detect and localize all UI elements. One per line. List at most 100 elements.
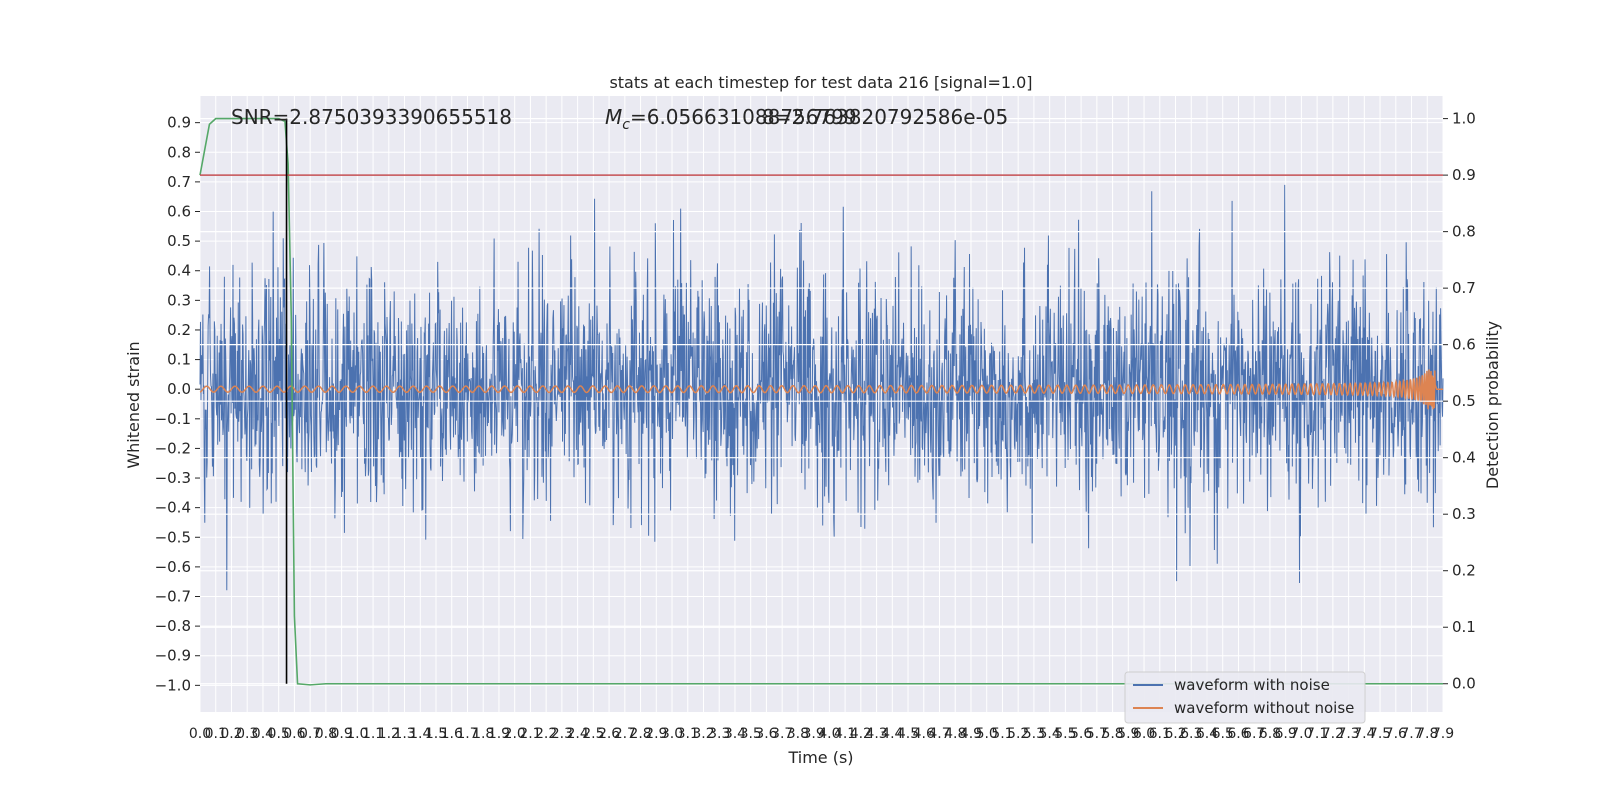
y-axis-label: Whitened strain [124, 341, 143, 468]
x-tick-label: 0.0 [189, 726, 211, 742]
x-tick-label: 0.5 [268, 726, 290, 742]
x-tick-label: 3.3 [708, 726, 730, 742]
x-tick-label: 2.0 [504, 726, 526, 742]
y-tick-label: 0.1 [167, 351, 191, 369]
x-tick-label: 5.6 [1070, 726, 1092, 742]
y-tick-label: −0.6 [155, 558, 191, 576]
y-tick-label: 0.2 [167, 321, 191, 339]
x-tick-label: 2.5 [582, 726, 604, 742]
right-y-tick-label: 0.7 [1452, 279, 1476, 297]
probability-line [199, 117, 1443, 686]
clean-line [199, 369, 1443, 410]
x-tick-label: 6.5 [1212, 726, 1234, 742]
right-y-tick-label: 0.4 [1452, 449, 1476, 467]
chirp-mass-symbol: M [605, 105, 622, 129]
x-ticks: 0.00.10.20.30.40.50.60.70.80.91.01.11.21… [189, 726, 1454, 742]
right-y-tick-label: 0.8 [1452, 223, 1476, 241]
y-tick-label: 0.5 [167, 232, 191, 250]
chirp-mass-annotation: Mc=6.056631088756799 [605, 105, 857, 133]
chirp-mass-subscript: c [622, 117, 630, 133]
y-tick-label: 0.7 [167, 173, 191, 191]
x-tick-label: 5.4 [1039, 726, 1061, 742]
x-tick-label: 6.6 [1227, 726, 1249, 742]
x-tick-label: 7.8 [1416, 726, 1438, 742]
legend: waveform with noise waveform without noi… [1124, 671, 1366, 724]
x-tick-label: 7.3 [1337, 726, 1359, 742]
x-tick-label: 4.8 [944, 726, 966, 742]
x-axis-label: Time (s) [787, 748, 853, 767]
y-tick-label: 0.0 [167, 380, 191, 398]
x-tick-label: 0.2 [220, 726, 242, 742]
x-tick-label: 0.3 [236, 726, 258, 742]
x-tick-label: 6.2 [1164, 726, 1186, 742]
x-tick-label: 0.7 [299, 726, 321, 742]
x-tick-label: 2.9 [645, 726, 667, 742]
y-tick-label: −0.8 [155, 617, 191, 635]
right-y-tick-label: 0.5 [1452, 392, 1476, 410]
y-tick-label: −1.0 [155, 676, 191, 694]
x-tick-label: 6.8 [1259, 726, 1281, 742]
x-tick-label: 1.0 [346, 726, 368, 742]
legend-label-noise: waveform with noise [1174, 676, 1330, 694]
y-tick-label: 0.6 [167, 203, 191, 221]
y-tick-label: −0.2 [155, 439, 191, 457]
y-tick-label: −0.5 [155, 528, 191, 546]
y-tick-label: 0.3 [167, 291, 191, 309]
x-tick-label: 1.7 [456, 726, 478, 742]
x-tick-label: 1.2 [378, 726, 400, 742]
x-tick-label: 0.9 [330, 726, 352, 742]
x-tick-label: 3.0 [661, 726, 683, 742]
chirp-mass-value: =6.056631088756799 [630, 105, 857, 129]
snr-annotation: SNR=2.8750393390655518 [231, 105, 512, 129]
x-tick-label: 0.8 [315, 726, 337, 742]
y-tick-label: −0.7 [155, 588, 191, 606]
x-tick-label: 2.1 [519, 726, 541, 742]
series-waveform-without-noise [199, 369, 1443, 410]
y-tick-label: −0.9 [155, 647, 191, 665]
x-tick-label: 2.2 [535, 726, 557, 742]
x-tick-label: 5.5 [1054, 726, 1076, 742]
x-tick-label: 3.4 [724, 726, 746, 742]
y-tick-label: 0.4 [167, 262, 191, 280]
legend-label-clean: waveform without noise [1174, 699, 1354, 717]
left-y-ticks: 0.9 0.8 0.7 0.6 0.5 0.4 0.3 0.2 0.1 0.0 −0.1 −0.2 −0… [155, 114, 200, 694]
x-tick-label: 3.8 [787, 726, 809, 742]
x-tick-label: 6.9 [1275, 726, 1297, 742]
chart-title: stats at each timestep for test data 216… [609, 73, 1032, 92]
x-tick-label: 1.3 [393, 726, 415, 742]
x-tick-label: 7.2 [1322, 726, 1344, 742]
y-tick-label: 0.8 [167, 143, 191, 161]
x-tick-label: 4.4 [881, 726, 903, 742]
x-tick-label: 5.9 [1117, 726, 1139, 742]
x-tick-label: 3.1 [677, 726, 699, 742]
right-y-tick-label: 0.2 [1452, 562, 1476, 580]
x-tick-label: 1.8 [472, 726, 494, 742]
reference-lines [200, 118, 1443, 684]
y-tick-label: −0.1 [155, 410, 191, 428]
x-tick-label: 4.5 [897, 726, 919, 742]
x-tick-label: 4.6 [913, 726, 935, 742]
x-tick-label: 2.6 [598, 726, 620, 742]
right-y-tick-label: 0.0 [1452, 675, 1476, 693]
x-tick-label: 6.3 [1180, 726, 1202, 742]
x-tick-label: 2.8 [629, 726, 651, 742]
x-tick-label: 3.5 [740, 726, 762, 742]
x-tick-label: 7.5 [1369, 726, 1391, 742]
x-tick-label: 4.9 [960, 726, 982, 742]
y-tick-label: −0.3 [155, 469, 191, 487]
x-tick-label: 3.7 [771, 726, 793, 742]
x-tick-label: 4.3 [865, 726, 887, 742]
x-tick-label: 4.0 [818, 726, 840, 742]
right-y-tick-label: 0.3 [1452, 505, 1476, 523]
y-tick-label: 0.9 [167, 114, 191, 132]
x-tick-label: 5.0 [976, 726, 998, 742]
x-tick-label: 3.2 [692, 726, 714, 742]
x-tick-label: 5.8 [1101, 726, 1123, 742]
x-tick-label: 2.7 [614, 726, 636, 742]
x-tick-label: 4.1 [834, 726, 856, 742]
series-detection-probability [199, 117, 1443, 686]
x-tick-label: 1.9 [488, 726, 510, 742]
x-tick-label: 7.1 [1306, 726, 1328, 742]
right-y-tick-label: 0.6 [1452, 336, 1476, 354]
